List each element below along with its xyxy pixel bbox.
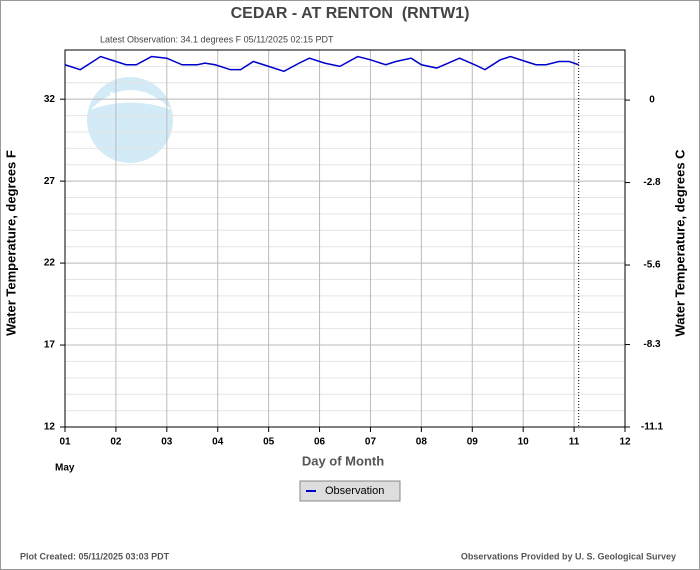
x-tick-label: 01 [59,437,71,448]
x-tick-label: 11 [569,437,580,448]
y2-axis-label: Water Temperature, degrees C [672,149,687,337]
y2-tick-label: -5.6 [643,260,661,271]
y-axis-label: Water Temperature, degrees F [3,150,18,336]
x-tick-label: 02 [110,437,122,448]
svg-text:NOAA: NOAA [109,89,150,105]
chart-title: CEDAR - AT RENTON (RNTW1) [231,5,470,22]
legend-label: Observation [325,485,384,497]
y-tick-label: 32 [44,94,56,105]
y-tick-label: 27 [44,176,56,187]
footer-right: Observations Provided by U. S. Geologica… [461,551,676,561]
x-tick-label: 05 [263,437,275,448]
y2-tick-label: -8.3 [643,339,661,350]
y2-tick-label: -2.8 [643,177,661,188]
x-tick-label: 04 [212,437,224,448]
y2-tick-label: 0 [649,95,655,106]
x-tick-label: 12 [619,437,631,448]
x-tick-label: 06 [314,437,326,448]
noaa-logo: NOAA [87,77,173,163]
x-tick-label: 03 [161,437,173,448]
legend [299,480,401,502]
month-label: May [55,463,75,474]
data-line [64,55,579,73]
x-axis-label: Day of Month [302,453,384,468]
x-tick-label: 07 [365,437,377,448]
footer-left: Plot Created: 05/11/2025 03:03 PDT [20,551,170,561]
plot-border [64,49,626,428]
y-tick-label: 22 [44,258,56,269]
y2-tick-label: -11.1 [641,422,664,433]
x-tick-label: 08 [416,437,428,448]
subtitle: Latest Observation: 34.1 degrees F 05/11… [100,34,334,44]
x-tick-label: 10 [518,437,530,448]
y-tick-label: 12 [44,422,56,433]
x-tick-label: 09 [467,437,479,448]
y-tick-label: 17 [44,340,56,351]
